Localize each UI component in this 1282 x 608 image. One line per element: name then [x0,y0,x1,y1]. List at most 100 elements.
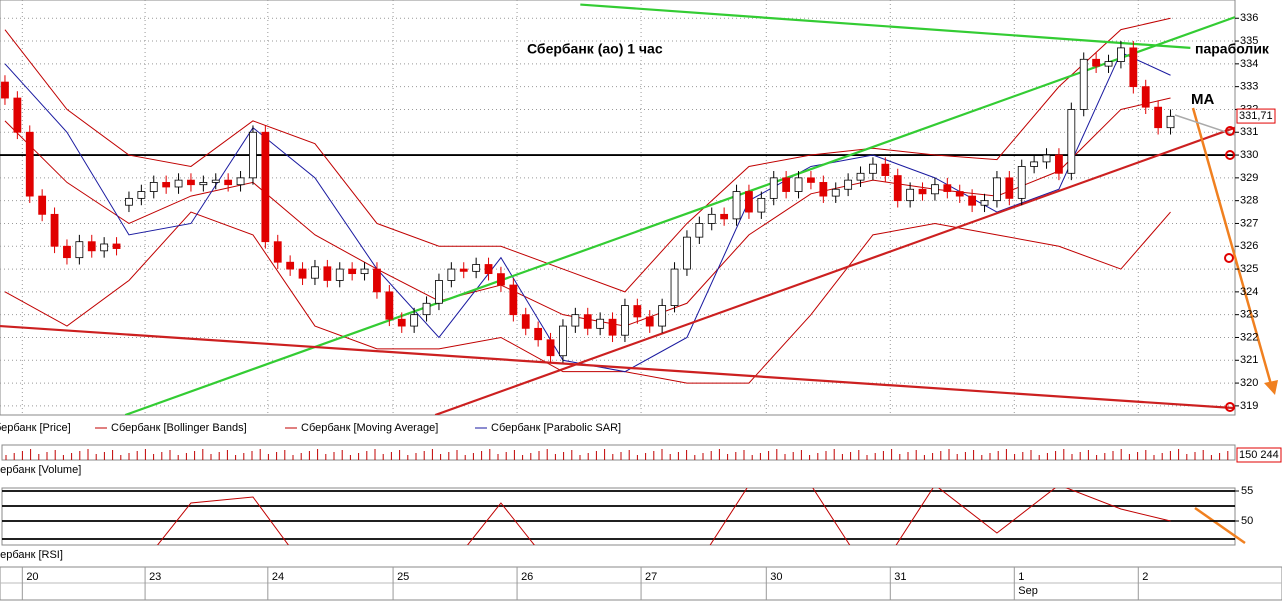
candle-body [422,302,431,316]
candle-body [63,245,71,259]
candle-body [608,318,617,336]
candle-body [546,339,555,357]
arrow-head [1264,380,1278,395]
candle-body [1154,106,1163,129]
y-tick-label: 322 [1240,331,1258,343]
x-tick-label: 27 [645,571,657,583]
candle-body [931,184,939,195]
candle-body [583,314,592,329]
candle-body [1092,58,1101,67]
ma-extension [1174,114,1236,136]
y-tick-label: 336 [1240,12,1258,24]
y-tick-label: 321 [1240,354,1258,366]
candle-body [621,305,629,336]
month-label: Sep [1018,585,1038,597]
y-tick-label: 328 [1240,195,1258,207]
candle-body [1117,47,1125,62]
marker [1225,402,1235,412]
candle-body [360,268,369,275]
plot [0,0,1235,415]
marker [1224,253,1234,263]
marker [1225,150,1235,160]
candle-body [100,243,109,252]
y-tick-label: 335 [1240,35,1258,47]
candle-body [683,236,691,270]
trendline [434,126,1235,415]
candle-body [980,200,989,206]
candle-body [968,195,977,206]
candle-body [720,213,729,220]
candle-body [385,291,394,320]
x-tick-label: 20 [26,571,38,583]
candle-body [323,266,332,281]
rsi-line [156,488,1171,545]
candle-body [236,177,245,186]
candle-body [373,268,381,293]
candle-body [906,188,915,202]
candle-body [794,177,803,192]
candle-body [844,179,853,190]
y-tick-label: 325 [1240,263,1258,275]
candle-body [943,184,952,192]
candle-body [1017,166,1026,199]
candle-body [807,177,815,183]
rsi-plot [2,488,1235,545]
candle-body [211,179,220,183]
trendline [580,3,1191,49]
y-tick-label: 326 [1240,240,1258,252]
rsi-tick-label: 55 [1241,485,1253,497]
volume-label: Сбербанк [Volume] [0,464,81,476]
y-tick-label: 319 [1240,400,1258,412]
candle-body [1166,115,1175,129]
candle-body [1104,61,1113,67]
x-tick-label: 25 [397,571,409,583]
legend-label: Сбербанк [Bollinger Bands] [111,422,247,434]
candle-body [187,179,195,186]
candle-body [596,318,605,329]
price-tag [1236,108,1276,124]
candle-body [745,191,753,213]
x-tick-label: 2 [1142,571,1148,583]
candle-body [311,266,319,279]
x-tick-label: 31 [894,571,906,583]
legend-label: Сбербанк [Price] [0,422,71,434]
y-tick-label: 324 [1240,286,1258,298]
candle-body [645,316,654,327]
candle-body [782,177,791,192]
y-tick-label: 331 [1240,126,1258,138]
candle-body [658,305,667,327]
arrow [1194,506,1246,545]
candle-body [87,241,96,252]
candle-body [633,305,642,318]
candle-body [286,261,295,270]
candle-body [435,280,443,304]
candle-body [521,314,530,329]
legend-label: Сбербанк [Moving Average] [301,422,438,434]
x-tick-label: 30 [770,571,782,583]
candle-body [1005,177,1014,199]
candle-body [224,179,233,186]
candle-body [199,182,208,186]
candle-body [819,182,828,197]
candle-body [397,318,406,327]
candle-body [831,188,840,197]
x-tick-label: 24 [272,571,284,583]
candle-body [918,188,927,195]
rsi-panel [1,487,1236,546]
candle-body [137,191,146,199]
candle-body [509,284,518,316]
trendline [0,324,1235,410]
candle-body [298,268,307,279]
candle-body [893,175,902,202]
candle-body [1141,86,1150,108]
candle-body [112,243,121,249]
candle-body [1079,58,1088,110]
candle-body [484,264,493,275]
candle-body [75,241,84,259]
candle-body [881,163,890,176]
candle-body [732,191,741,220]
x-tick-label: 23 [149,571,161,583]
candle-body [1030,161,1039,167]
